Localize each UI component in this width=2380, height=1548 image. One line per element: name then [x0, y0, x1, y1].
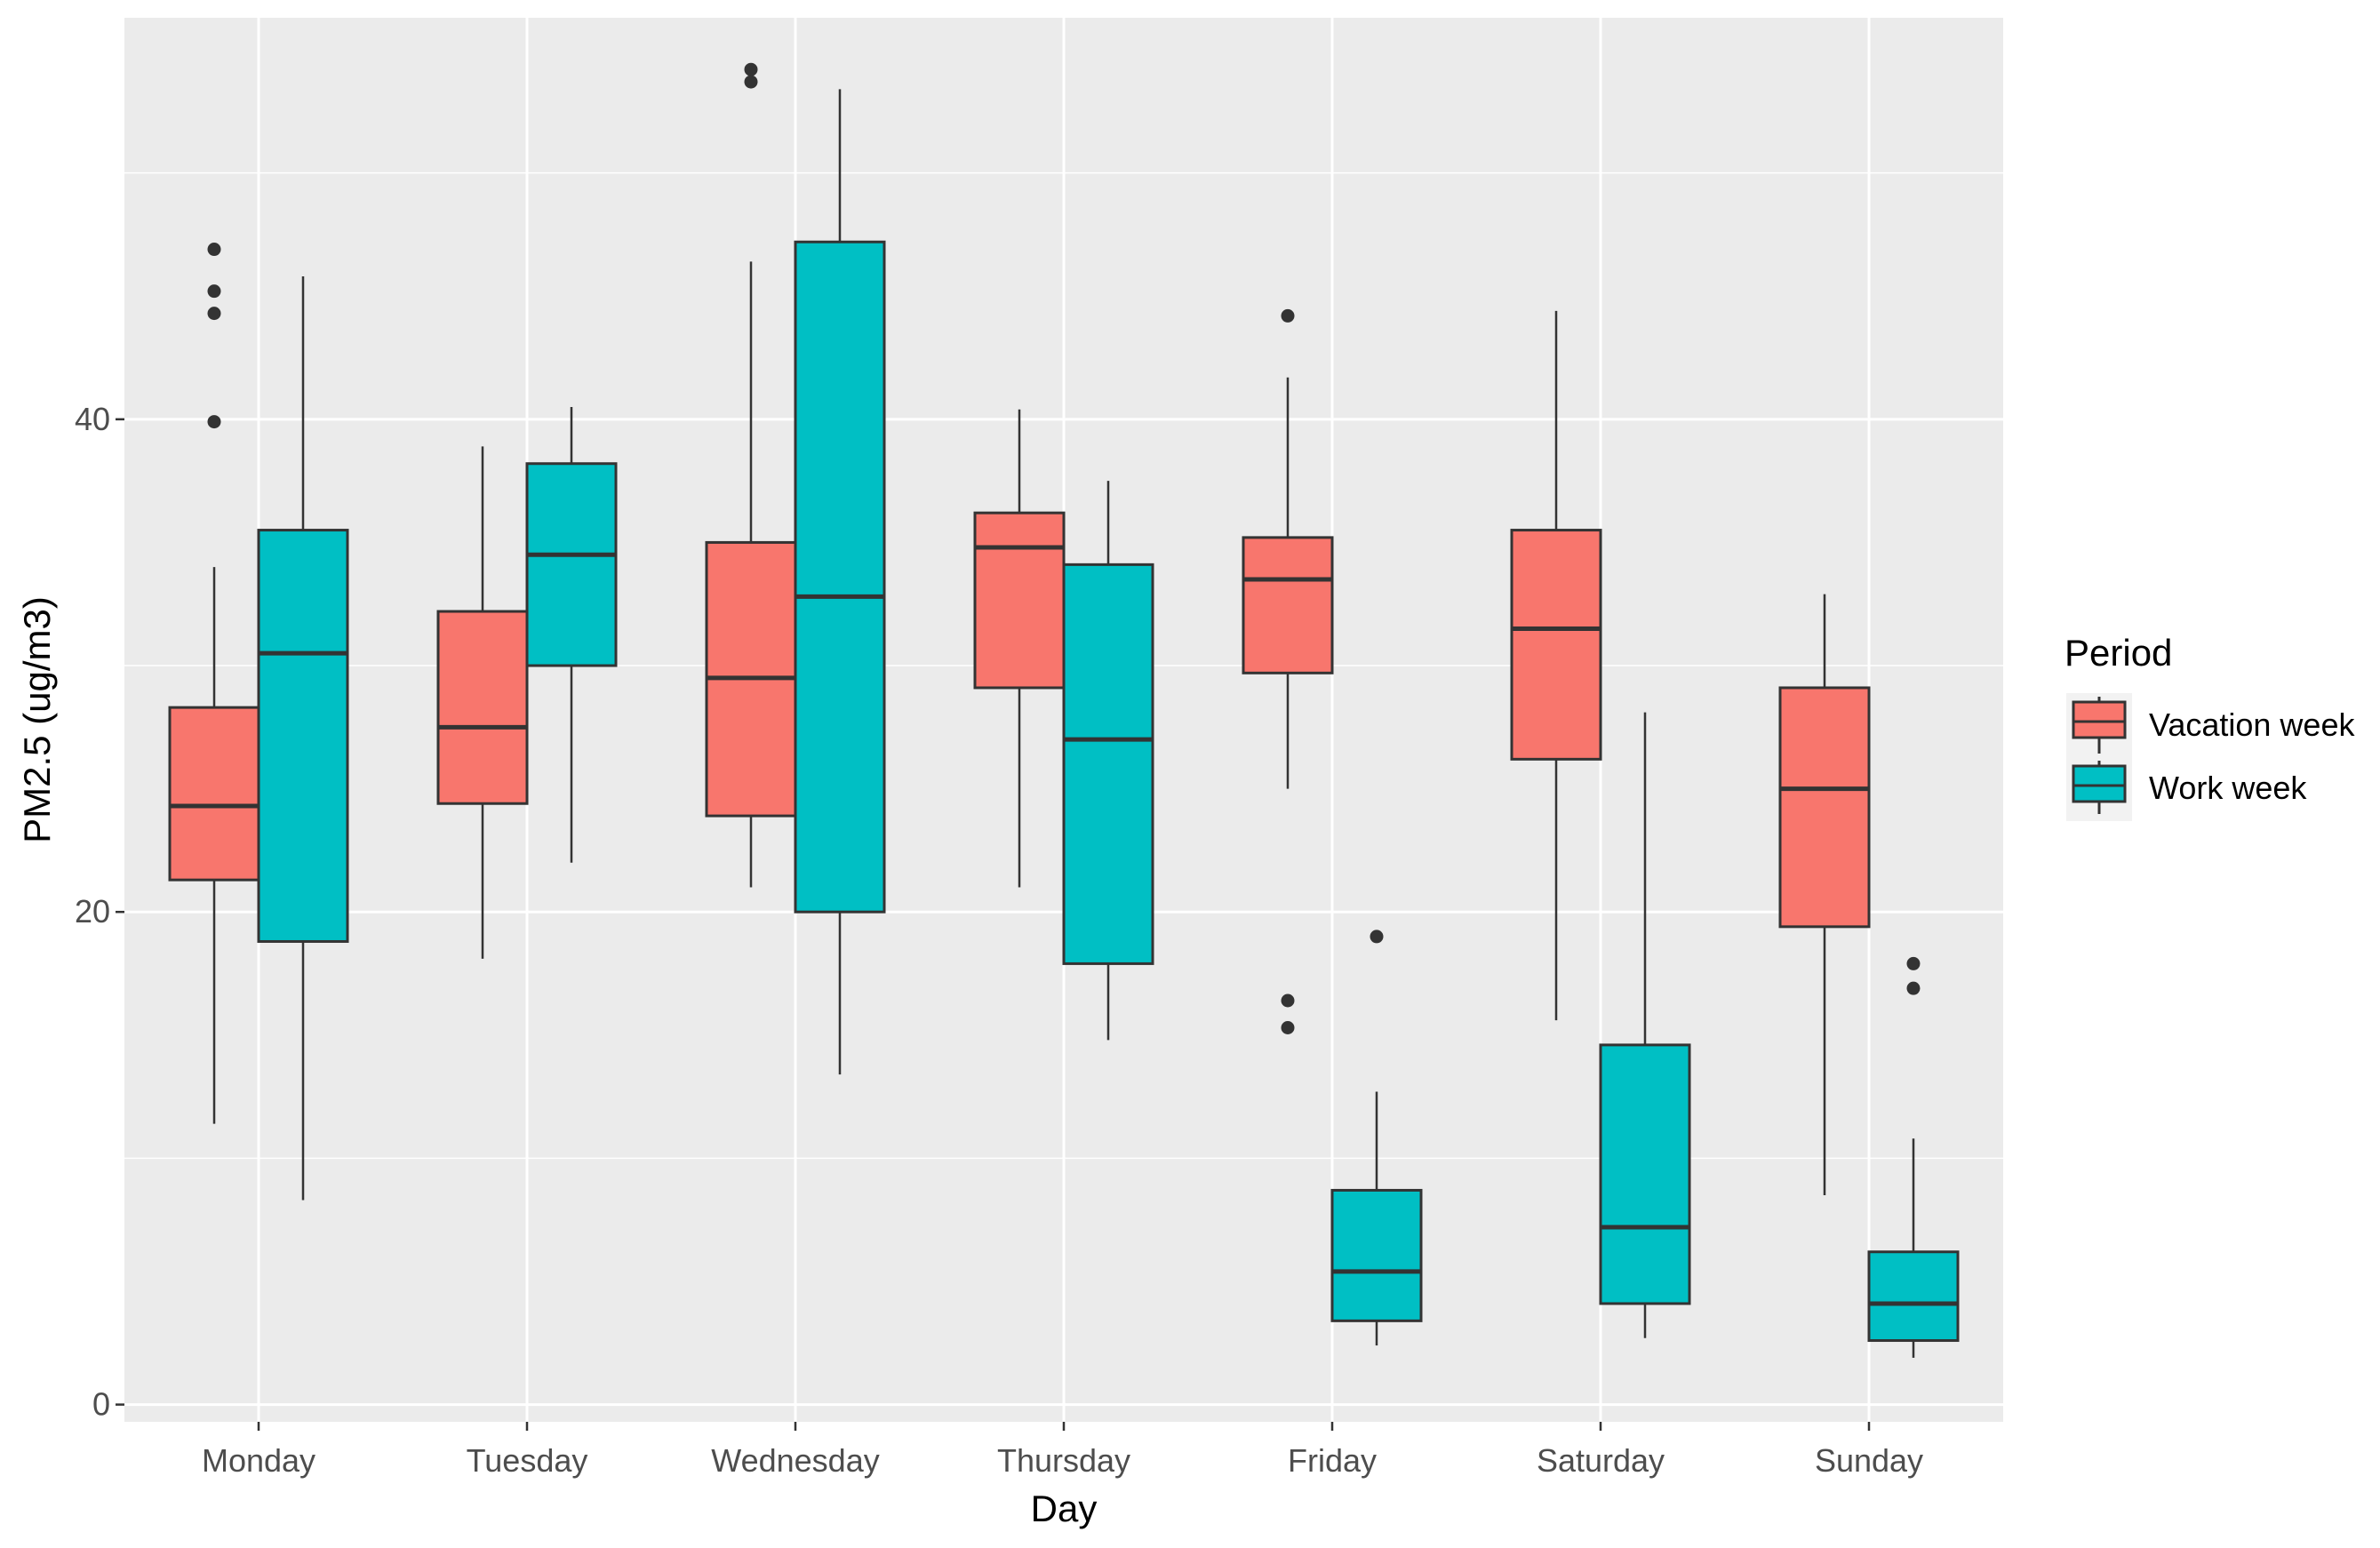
box-body — [1062, 563, 1154, 965]
outlier-point — [207, 284, 221, 299]
legend-swatch-vacation — [2072, 700, 2127, 739]
box-body — [1330, 1188, 1423, 1322]
y-tick-label: 0 — [92, 1386, 110, 1423]
box-saturday-work-week — [1599, 712, 1691, 1338]
box-monday-work-week — [257, 276, 349, 1201]
x-axis: Monday Tuesday Wednesday Thursday Friday Satu… — [202, 1422, 1923, 1479]
box-body — [1599, 1043, 1691, 1305]
outlier-point — [1906, 981, 1921, 995]
x-tick-label-saturday: Saturday — [1537, 1442, 1665, 1479]
box-tuesday-work-week — [525, 406, 618, 863]
outlier-point — [207, 307, 221, 321]
x-tick-label-tuesday: Tuesday — [467, 1442, 588, 1479]
legend: Period Vacation week Work week — [2060, 615, 2355, 821]
box-friday-work-week — [1330, 930, 1423, 1346]
box-monday-vacation-week — [168, 243, 260, 1124]
box-sunday-vacation-week — [1778, 594, 1871, 1195]
box-body — [525, 462, 618, 667]
box-body — [794, 240, 886, 914]
box-body — [168, 706, 260, 882]
box-tuesday-vacation-week — [436, 446, 529, 959]
outlier-point — [744, 75, 758, 89]
outlier-point — [744, 62, 758, 76]
box-sunday-work-week — [1867, 956, 1960, 1358]
box-wednesday-vacation-week — [705, 62, 797, 888]
outlier-point — [1370, 930, 1384, 944]
legend-key-vacation — [2066, 693, 2132, 757]
outlier-point — [207, 415, 221, 429]
legend-title: Period — [2065, 632, 2172, 674]
x-axis-title: Day — [1031, 1488, 1098, 1529]
box-wednesday-work-week — [794, 89, 886, 1075]
x-tick-label-wednesday: Wednesday — [711, 1442, 879, 1479]
box-body — [1778, 686, 1871, 929]
x-tick-label-friday: Friday — [1288, 1442, 1377, 1479]
y-axis-title: PM2.5 (ug/m3) — [16, 596, 58, 843]
box-saturday-vacation-week — [1510, 310, 1602, 1021]
x-tick-label-thursday: Thursday — [997, 1442, 1130, 1479]
y-tick-label: 40 — [75, 401, 110, 437]
box-body — [436, 610, 529, 805]
legend-label-work: Work week — [2149, 770, 2307, 806]
y-axis: 0 20 40 — [75, 401, 124, 1423]
legend-label-vacation: Vacation week — [2149, 706, 2355, 743]
x-tick-label-monday: Monday — [202, 1442, 315, 1479]
outlier-point — [1281, 308, 1295, 323]
box-body — [1510, 529, 1602, 761]
box-thursday-vacation-week — [973, 409, 1066, 888]
box-body — [973, 511, 1066, 690]
x-tick-label-sunday: Sunday — [1815, 1442, 1923, 1479]
outlier-point — [1281, 993, 1295, 1008]
y-tick-label: 20 — [75, 893, 110, 930]
box-thursday-work-week — [1062, 481, 1154, 1041]
box-body — [1867, 1250, 1960, 1343]
legend-key-work — [2066, 757, 2132, 821]
box-body — [257, 529, 349, 943]
box-body — [1242, 536, 1334, 674]
legend-swatch-work — [2072, 764, 2127, 803]
outlier-point — [1281, 1020, 1295, 1034]
box-friday-vacation-week — [1242, 308, 1334, 1034]
outlier-point — [1906, 956, 1921, 970]
outlier-point — [207, 243, 221, 257]
boxes — [168, 62, 1960, 1358]
